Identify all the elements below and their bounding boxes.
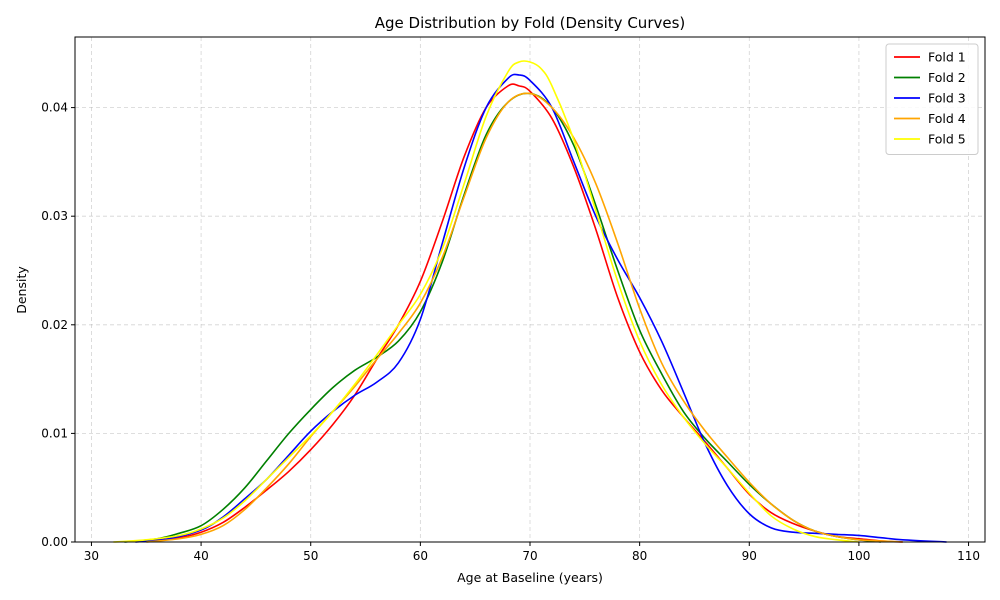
y-tick-label: 0.03: [41, 209, 68, 223]
legend-label: Fold 5: [928, 132, 966, 147]
series-lines: [113, 60, 947, 543]
x-tick-label: 110: [957, 549, 980, 563]
series-line-fold-2: [124, 92, 881, 543]
x-tick-label: 30: [84, 549, 99, 563]
x-tick-label: 40: [193, 549, 208, 563]
series-line-fold-3: [135, 73, 947, 543]
y-tick-label: 0.02: [41, 318, 68, 332]
x-axis-label: Age at Baseline (years): [457, 570, 603, 585]
y-axis-ticks: 0.00 0.01 0.02 0.03 0.04: [41, 101, 75, 549]
y-tick-label: 0.04: [41, 101, 68, 115]
x-tick-label: 100: [847, 549, 870, 563]
series-line-fold-4: [146, 92, 903, 543]
y-tick-label: 0.01: [41, 426, 68, 440]
x-axis-ticks: 30 40 50 60 70 80 90 100 110: [84, 542, 980, 563]
legend-label: Fold 4: [928, 111, 966, 126]
y-tick-label: 0.00: [41, 535, 68, 549]
legend: Fold 1 Fold 2 Fold 3 Fold 4 Fold 5: [885, 43, 979, 155]
x-tick-label: 60: [413, 549, 428, 563]
series-line-fold-5: [113, 60, 859, 543]
grid: [75, 37, 985, 543]
y-axis-label: Density: [14, 266, 29, 314]
x-tick-label: 50: [303, 549, 318, 563]
legend-label: Fold 2: [928, 70, 966, 85]
x-tick-label: 90: [742, 549, 757, 563]
x-tick-label: 80: [632, 549, 647, 563]
legend-label: Fold 3: [928, 91, 966, 106]
chart-title: Age Distribution by Fold (Density Curves…: [375, 14, 686, 32]
legend-label: Fold 1: [928, 50, 966, 65]
series-line-fold-1: [146, 83, 903, 543]
x-tick-label: 70: [522, 549, 537, 563]
legend-box: [885, 43, 979, 155]
